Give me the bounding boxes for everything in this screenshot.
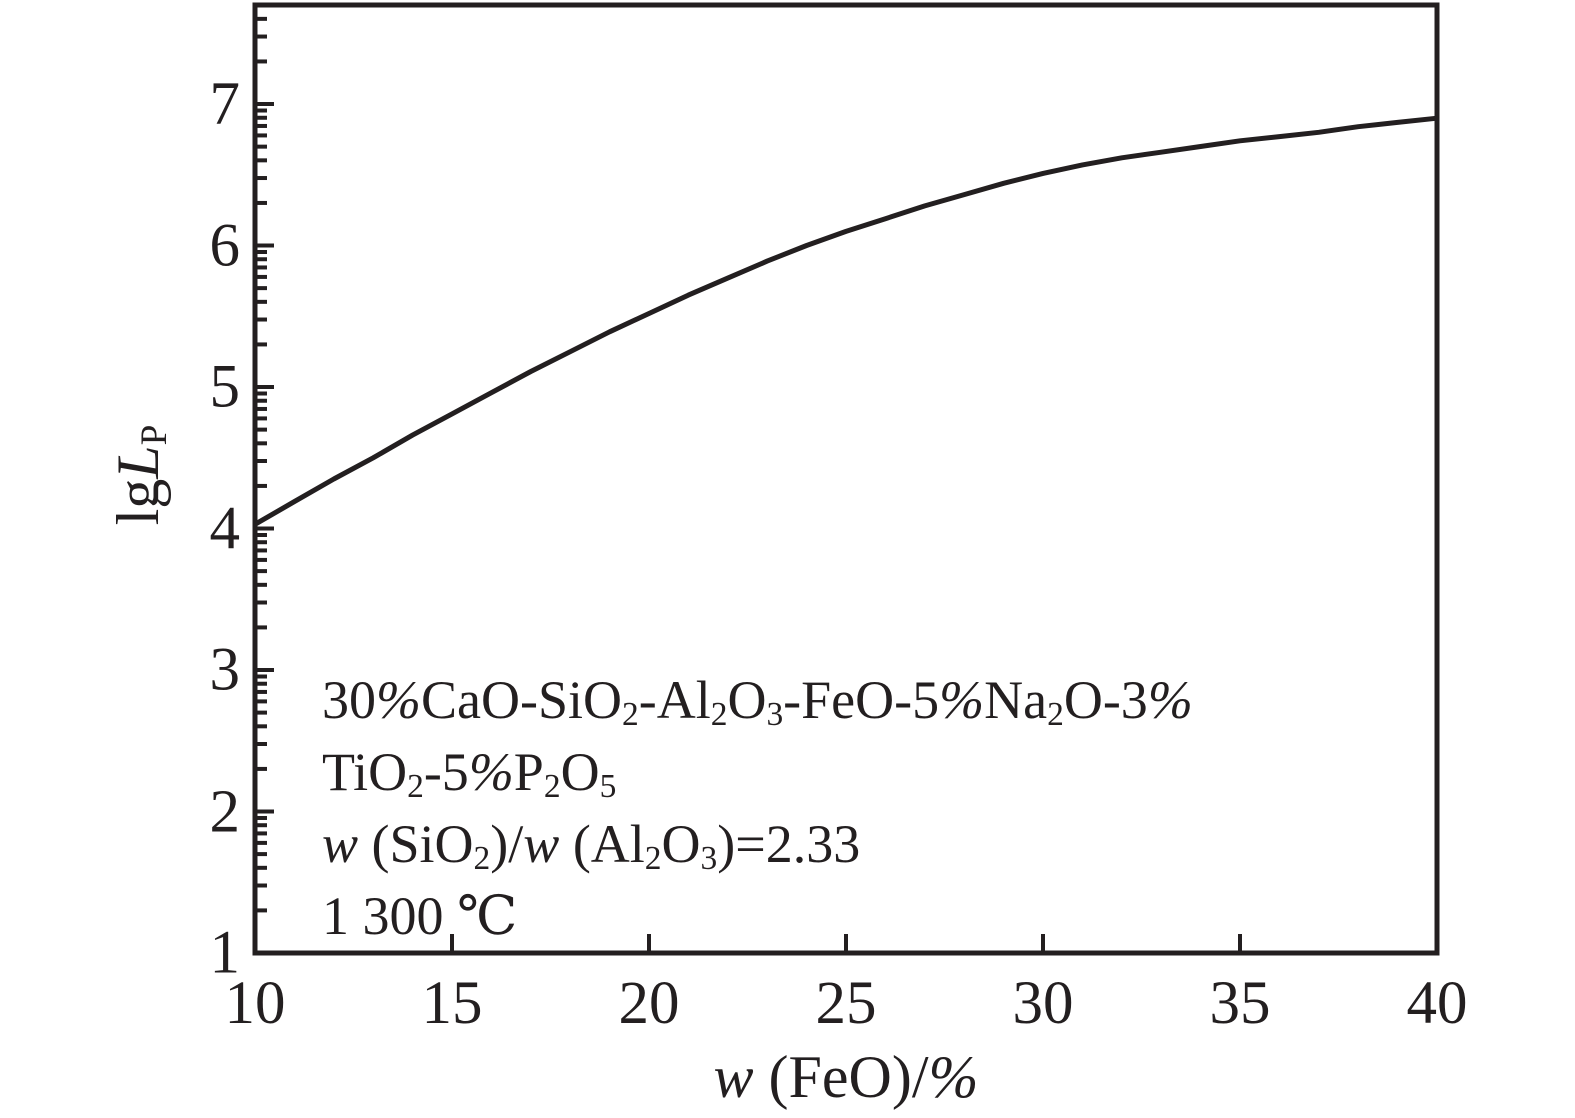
italic-segment: L (105, 445, 171, 479)
italic-segment: % (376, 670, 421, 730)
subscript: 3 (766, 696, 784, 734)
annotation-line: w (SiO2)/w (Al2O3)=2.33 (322, 812, 1193, 884)
x-tick-label: 10 (224, 970, 286, 1037)
subscript: 2 (407, 768, 424, 806)
text-segment: TiO (322, 742, 408, 802)
subscript: 2 (621, 696, 639, 734)
annotation-block: 30%CaO-SiO2-Al2O3-FeO-5%Na2O-3% TiO2-5%P2… (322, 668, 1193, 948)
text-segment: (Al (559, 814, 645, 874)
text-segment: O (727, 670, 767, 730)
annotation-line: TiO2-5%P2O5 (322, 740, 1193, 812)
italic-segment: % (928, 1044, 979, 1110)
y-axis-title: lgLP (105, 425, 175, 526)
italic-segment: % (939, 670, 985, 730)
italic-segment: % (1147, 670, 1193, 730)
data-curve (252, 115, 1440, 527)
text-segment: )/ (490, 814, 524, 874)
y-tick-label: 4 (209, 495, 241, 563)
text-segment: O (560, 742, 600, 802)
text-segment: -5 (423, 742, 469, 802)
subscript: 2 (644, 840, 662, 878)
text-segment: O (661, 814, 701, 874)
y-tick-label: 5 (209, 353, 241, 421)
subscript: 2 (1047, 696, 1064, 734)
subscript: P (134, 424, 176, 446)
x-tick-label: 25 (815, 970, 877, 1037)
text-segment: P (513, 742, 544, 802)
italic-segment: % (468, 742, 514, 802)
annotation-line: 30%CaO-SiO2-Al2O3-FeO-5%Na2O-3% (322, 668, 1193, 740)
text-segment: 30 (322, 670, 376, 730)
text-segment: lg (105, 478, 171, 526)
subscript: 2 (543, 768, 561, 806)
subscript: 5 (599, 768, 617, 806)
subscript: 2 (710, 696, 728, 734)
x-tick-label: 15 (421, 970, 483, 1037)
subscript: 2 (473, 840, 491, 878)
text-segment: O-3 (1063, 670, 1148, 730)
y-tick-label: 6 (209, 212, 241, 280)
x-tick-label: 40 (1406, 970, 1468, 1037)
x-tick-label: 30 (1012, 970, 1074, 1037)
y-tick-label: 2 (209, 778, 241, 845)
text-segment: (SiO (358, 814, 474, 874)
x-axis-title: w (FeO)/% (714, 1047, 979, 1107)
italic-segment: w (713, 1044, 754, 1110)
text-segment: Na (984, 670, 1048, 730)
y-tick-label: 3 (209, 636, 241, 704)
text-segment: 1 300 ℃ (322, 886, 518, 946)
text-segment: )=2.33 (717, 814, 861, 874)
plot-border (252, 2, 1440, 956)
text-segment: -Al (638, 670, 711, 730)
x-tick-label: 20 (618, 970, 680, 1037)
subscript: 3 (700, 840, 718, 878)
text-segment: CaO-SiO (420, 670, 622, 730)
annotation-line: 1 300 ℃ (322, 884, 1193, 948)
italic-segment: w (322, 814, 359, 874)
text-segment: -FeO-5 (783, 670, 940, 730)
italic-segment: w (523, 814, 560, 874)
y-tick-label: 7 (209, 70, 241, 138)
x-tick-label: 35 (1209, 970, 1271, 1037)
y-tick-label: 1 (209, 919, 241, 987)
text-segment: (FeO)/ (753, 1044, 929, 1110)
